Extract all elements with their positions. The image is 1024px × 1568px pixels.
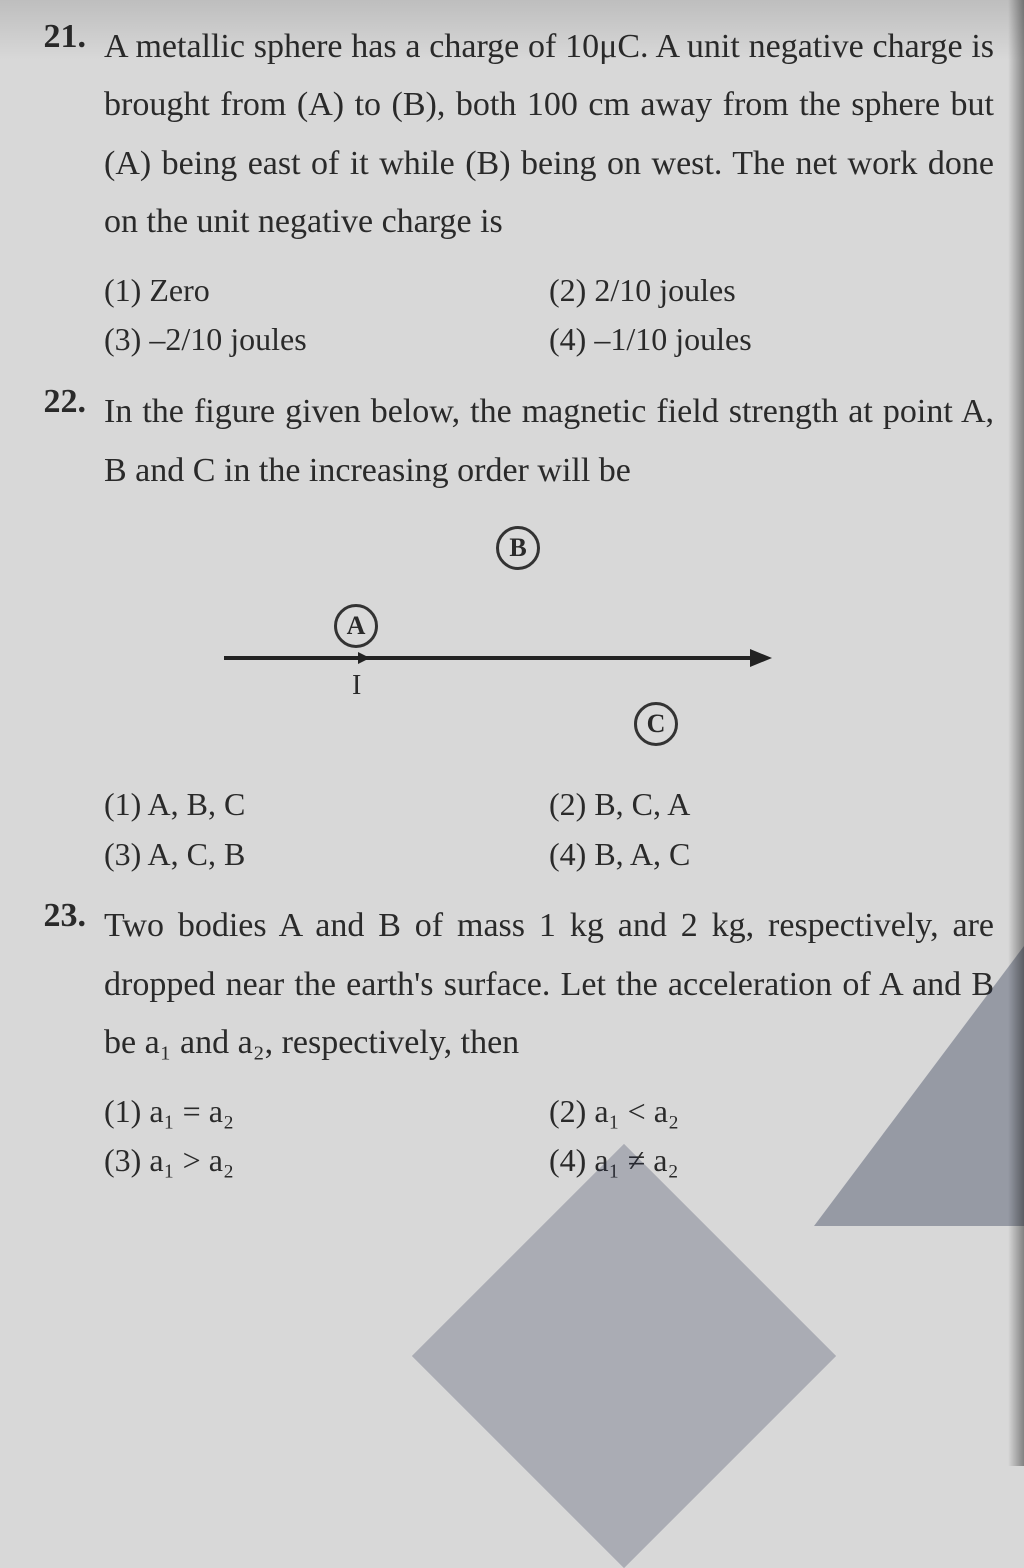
q21-opt-4: (4) –1/10 joules bbox=[549, 315, 994, 365]
q23-number: 23. bbox=[18, 897, 104, 935]
current-label: I bbox=[352, 670, 361, 702]
question-21: 21. A metallic sphere has a charge of 10… bbox=[18, 18, 994, 365]
q22-text: In the figure given below, the magnetic … bbox=[104, 383, 994, 500]
photo-shadow-1 bbox=[814, 946, 1024, 1226]
right-edge-shadow bbox=[1008, 0, 1024, 1466]
photo-shadow-2 bbox=[412, 1144, 836, 1568]
q22-options: (1) A, B, C (2) B, C, A (3) A, C, B (4) … bbox=[104, 780, 994, 879]
question-22: 22. In the figure given below, the magne… bbox=[18, 383, 994, 879]
q22-figure: B A I C bbox=[104, 522, 994, 762]
q21-options: (1) Zero (2) 2/10 joules (3) –2/10 joule… bbox=[104, 266, 994, 365]
point-c-icon: C bbox=[634, 702, 678, 746]
q23-opt-1: (1) a₁ = a₂ bbox=[104, 1087, 549, 1137]
current-wire bbox=[224, 656, 754, 660]
point-c-label: C bbox=[647, 709, 666, 739]
point-b-label: B bbox=[509, 533, 526, 563]
q21-opt-1: (1) Zero bbox=[104, 266, 549, 316]
point-b-icon: B bbox=[496, 526, 540, 570]
q21-number: 21. bbox=[18, 18, 104, 56]
q21-text: A metallic sphere has a charge of 10μC. … bbox=[104, 18, 994, 252]
q21-opt-3: (3) –2/10 joules bbox=[104, 315, 549, 365]
q23-opt-3: (3) a₁ > a₂ bbox=[104, 1136, 549, 1186]
q22-opt-1: (1) A, B, C bbox=[104, 780, 549, 830]
q22-opt-2: (2) B, C, A bbox=[549, 780, 994, 830]
point-a-label: A bbox=[347, 611, 366, 641]
q22-number: 22. bbox=[18, 383, 104, 421]
wire-tick-icon bbox=[358, 652, 370, 664]
wire-arrowhead-icon bbox=[750, 649, 772, 667]
q22-opt-3: (3) A, C, B bbox=[104, 830, 549, 880]
q21-opt-2: (2) 2/10 joules bbox=[549, 266, 994, 316]
point-a-icon: A bbox=[334, 604, 378, 648]
q22-opt-4: (4) B, A, C bbox=[549, 830, 994, 880]
